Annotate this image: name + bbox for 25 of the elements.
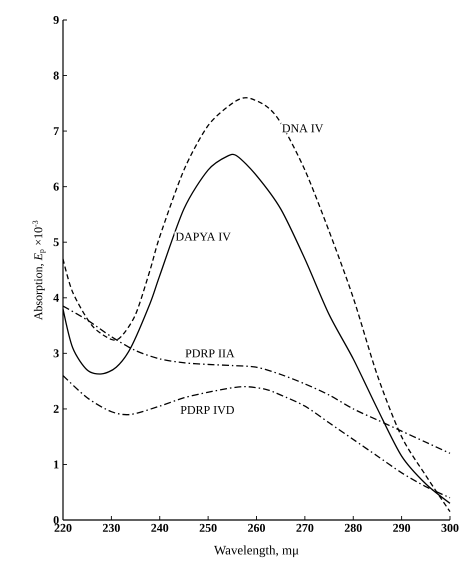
y-tick-label: 9	[54, 16, 59, 24]
x-tick-label: 300	[441, 524, 458, 532]
x-tick-label: 270	[296, 524, 314, 532]
y-tick-label: 5	[54, 238, 59, 246]
x-tick-label: 280	[344, 524, 362, 532]
x-tick-label: 260	[248, 524, 265, 532]
y-tick-label: 2	[54, 404, 59, 413]
y-tick-label: 3	[54, 349, 59, 358]
y-tick-label: 0	[54, 516, 59, 524]
x-tick-label: 220	[54, 524, 72, 532]
x-tick-label: 240	[151, 524, 168, 532]
y-tick-label: 7	[54, 127, 59, 136]
series-label: DNA IV	[282, 124, 324, 132]
y-axis-title: Absorption, E$_{p}$ ×10$^{-3}$	[32, 220, 46, 320]
series-label: PDRP IVD	[180, 406, 234, 414]
y-tick-label: 8	[54, 72, 59, 80]
x-tick-label: 250	[200, 524, 217, 532]
y-tick-label: 6	[54, 182, 59, 191]
y-tick-label: 1	[54, 460, 59, 468]
series-label: PDRP IIA	[185, 349, 235, 358]
y-tick-label: 4	[53, 294, 59, 302]
x-tick-label: 290	[393, 524, 410, 532]
x-axis-title: Wavelength, mμ	[214, 545, 298, 558]
series-label: DAPYA IV	[176, 232, 231, 241]
x-tick-label: 230	[102, 524, 120, 532]
